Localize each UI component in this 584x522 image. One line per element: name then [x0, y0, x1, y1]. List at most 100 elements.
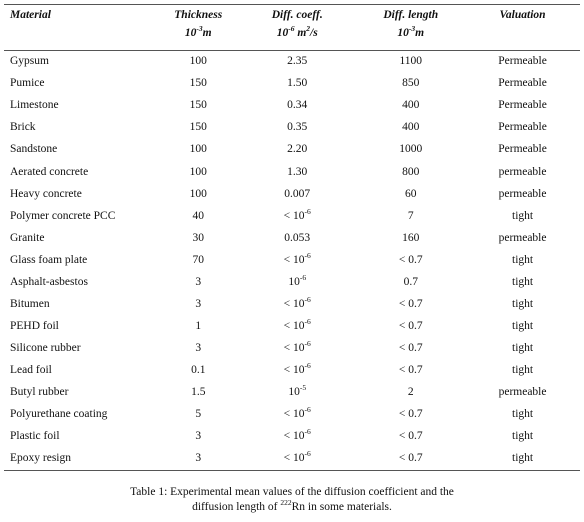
cell-material: Sandstone: [10, 143, 58, 156]
cell-diff-coeff: 0.35: [287, 121, 308, 134]
cell-diff-coeff: 0.007: [284, 187, 311, 200]
cell-diff-coeff: 1.30: [287, 165, 308, 178]
cell-thickness: 150: [189, 99, 207, 112]
cell-thickness: 30: [192, 231, 205, 244]
cell-material: Epoxy resign: [4, 447, 159, 471]
cell-diff-coeff: 2.35: [287, 55, 308, 68]
header-row-units: 10-3m 10-6 m2/s 10-3m: [4, 25, 580, 51]
cell-valuation: permeable: [498, 231, 547, 244]
cell-thickness: 100: [189, 143, 207, 156]
cell-material: Polyurethane coating: [10, 408, 108, 421]
cell-diff-length: 1000: [399, 143, 423, 156]
cell-thickness: 3: [195, 341, 202, 354]
caption-line-1: Table 1: Experimental mean values of the…: [130, 486, 454, 498]
cell-diff-coeff: 1.50: [287, 77, 308, 90]
cell-valuation: Permeable: [498, 77, 547, 90]
cell-diff-length: < 0.7: [398, 341, 423, 354]
caption-line-2: diffusion length of 222Rn in some materi…: [192, 498, 392, 513]
cell-material: Granite: [10, 231, 45, 244]
cell-material: Pumice: [10, 77, 45, 90]
cell-diff-coeff: < 10-6: [283, 250, 311, 266]
cell-material: Asphalt-asbestos: [10, 275, 88, 288]
cell-diff-length: < 0.7: [398, 408, 423, 421]
cell-thickness: 0.1: [191, 363, 206, 376]
cell-diff-length: 800: [402, 165, 420, 178]
cell-diff-coeff: 0.053: [284, 231, 311, 244]
cell-valuation: tight: [512, 275, 534, 288]
cell-valuation: Permeable: [498, 99, 547, 112]
cell-diff-length: < 0.7: [398, 319, 423, 332]
table-row: Pumice 150 1.50 850 Permeable: [4, 73, 580, 95]
table-row: Granite 30 0.053 160 permeable: [4, 227, 580, 249]
cell-valuation: permeable: [498, 385, 547, 398]
cell-diff-coeff: 2.20: [287, 143, 308, 156]
table-row: Aerated concrete 100 1.30 800 permeable: [4, 161, 580, 183]
cell-thickness: 1.5: [191, 385, 206, 398]
cell-valuation: Permeable: [498, 55, 547, 68]
header-diff-length: Diff. length: [356, 4, 466, 28]
cell-thickness: 5: [195, 408, 202, 421]
table-row: PEHD foil 1 < 10-6 < 0.7 tight: [4, 316, 580, 338]
cell-diff-length: 0.7: [403, 275, 418, 288]
cell-thickness: 40: [192, 209, 205, 222]
cell-diff-coeff: 10-5: [288, 382, 307, 398]
cell-diff-coeff: < 10-6: [237, 447, 357, 471]
cell-diff-length: 7: [407, 209, 414, 222]
table-row: Polymer concrete PCC 40 < 10-6 7 tight: [4, 205, 580, 227]
cell-thickness: 3: [195, 430, 202, 443]
cell-thickness: 100: [189, 165, 207, 178]
cell-material: Plastic foil: [10, 430, 60, 443]
cell-diff-length: < 0.7: [398, 253, 423, 266]
cell-diff-length: 1100: [399, 55, 423, 68]
cell-diff-length: < 0.7: [398, 297, 423, 310]
header-thickness: Thickness: [158, 4, 238, 28]
cell-diff-length: 850: [402, 77, 420, 90]
cell-material: Polymer concrete PCC: [10, 209, 116, 222]
header-material-unit: [4, 28, 159, 51]
cell-material: Glass foam plate: [10, 253, 88, 266]
cell-diff-coeff: < 10-6: [283, 360, 311, 376]
header-row-labels: Material Thickness Diff. coeff. Diff. le…: [4, 4, 580, 28]
cell-diff-coeff: < 10-6: [283, 405, 311, 421]
table-body: Gypsum 100 2.35 1100 Permeable Pumice 150 1.50…: [4, 51, 580, 471]
cell-valuation: tight: [512, 297, 534, 310]
table-caption: Table 1: Experimental mean values of the…: [0, 485, 584, 515]
cell-diff-coeff: 10-6: [288, 272, 307, 288]
cell-diff-length: 400: [402, 99, 420, 112]
header-diff-coeff: Diff. coeff.: [237, 4, 357, 28]
cell-diff-length: 2: [407, 385, 414, 398]
cell-thickness: 100: [189, 187, 207, 200]
cell-valuation: tight: [512, 319, 534, 332]
cell-valuation: permeable: [498, 165, 547, 178]
cell-thickness: 3: [195, 275, 202, 288]
cell-thickness: 150: [189, 77, 207, 90]
cell-diff-length: < 0.7: [398, 430, 423, 443]
table-row: Polyurethane coating 5 < 10-6 < 0.7 tight: [4, 404, 580, 426]
cell-material: Limestone: [10, 99, 59, 112]
header-diff-coeff-unit: 10-6 m2/s: [237, 25, 357, 51]
cell-material: Gypsum: [10, 55, 49, 68]
table-row: Epoxy resign 3 < 10-6 < 0.7 tight: [4, 447, 580, 471]
cell-material: PEHD foil: [10, 319, 59, 332]
table-row: Bitumen 3 < 10-6 < 0.7 tight: [4, 294, 580, 316]
cell-diff-length: 400: [402, 121, 420, 134]
cell-material: Brick: [10, 121, 36, 134]
table-row: Sandstone 100 2.20 1000 Permeable: [4, 139, 580, 161]
cell-thickness: 1: [195, 319, 202, 332]
header-material: Material: [4, 4, 159, 28]
cell-valuation: tight: [512, 363, 534, 376]
header-thickness-unit: 10-3m: [158, 25, 238, 51]
table-row: Gypsum 100 2.35 1100 Permeable: [4, 51, 580, 74]
header-valuation: Valuation: [465, 4, 580, 28]
cell-diff-coeff: 0.34: [287, 99, 308, 112]
cell-diff-length: < 0.7: [356, 447, 466, 471]
cell-diff-coeff: < 10-6: [283, 206, 311, 222]
table-row: Silicone rubber 3 < 10-6 < 0.7 tight: [4, 338, 580, 360]
cell-thickness: 3: [158, 447, 238, 471]
cell-valuation: tight: [512, 253, 534, 266]
cell-valuation: tight: [465, 447, 580, 471]
materials-table: Material Thickness Diff. coeff. Diff. le…: [4, 4, 580, 471]
cell-valuation: tight: [512, 209, 534, 222]
cell-diff-coeff: < 10-6: [283, 338, 311, 354]
